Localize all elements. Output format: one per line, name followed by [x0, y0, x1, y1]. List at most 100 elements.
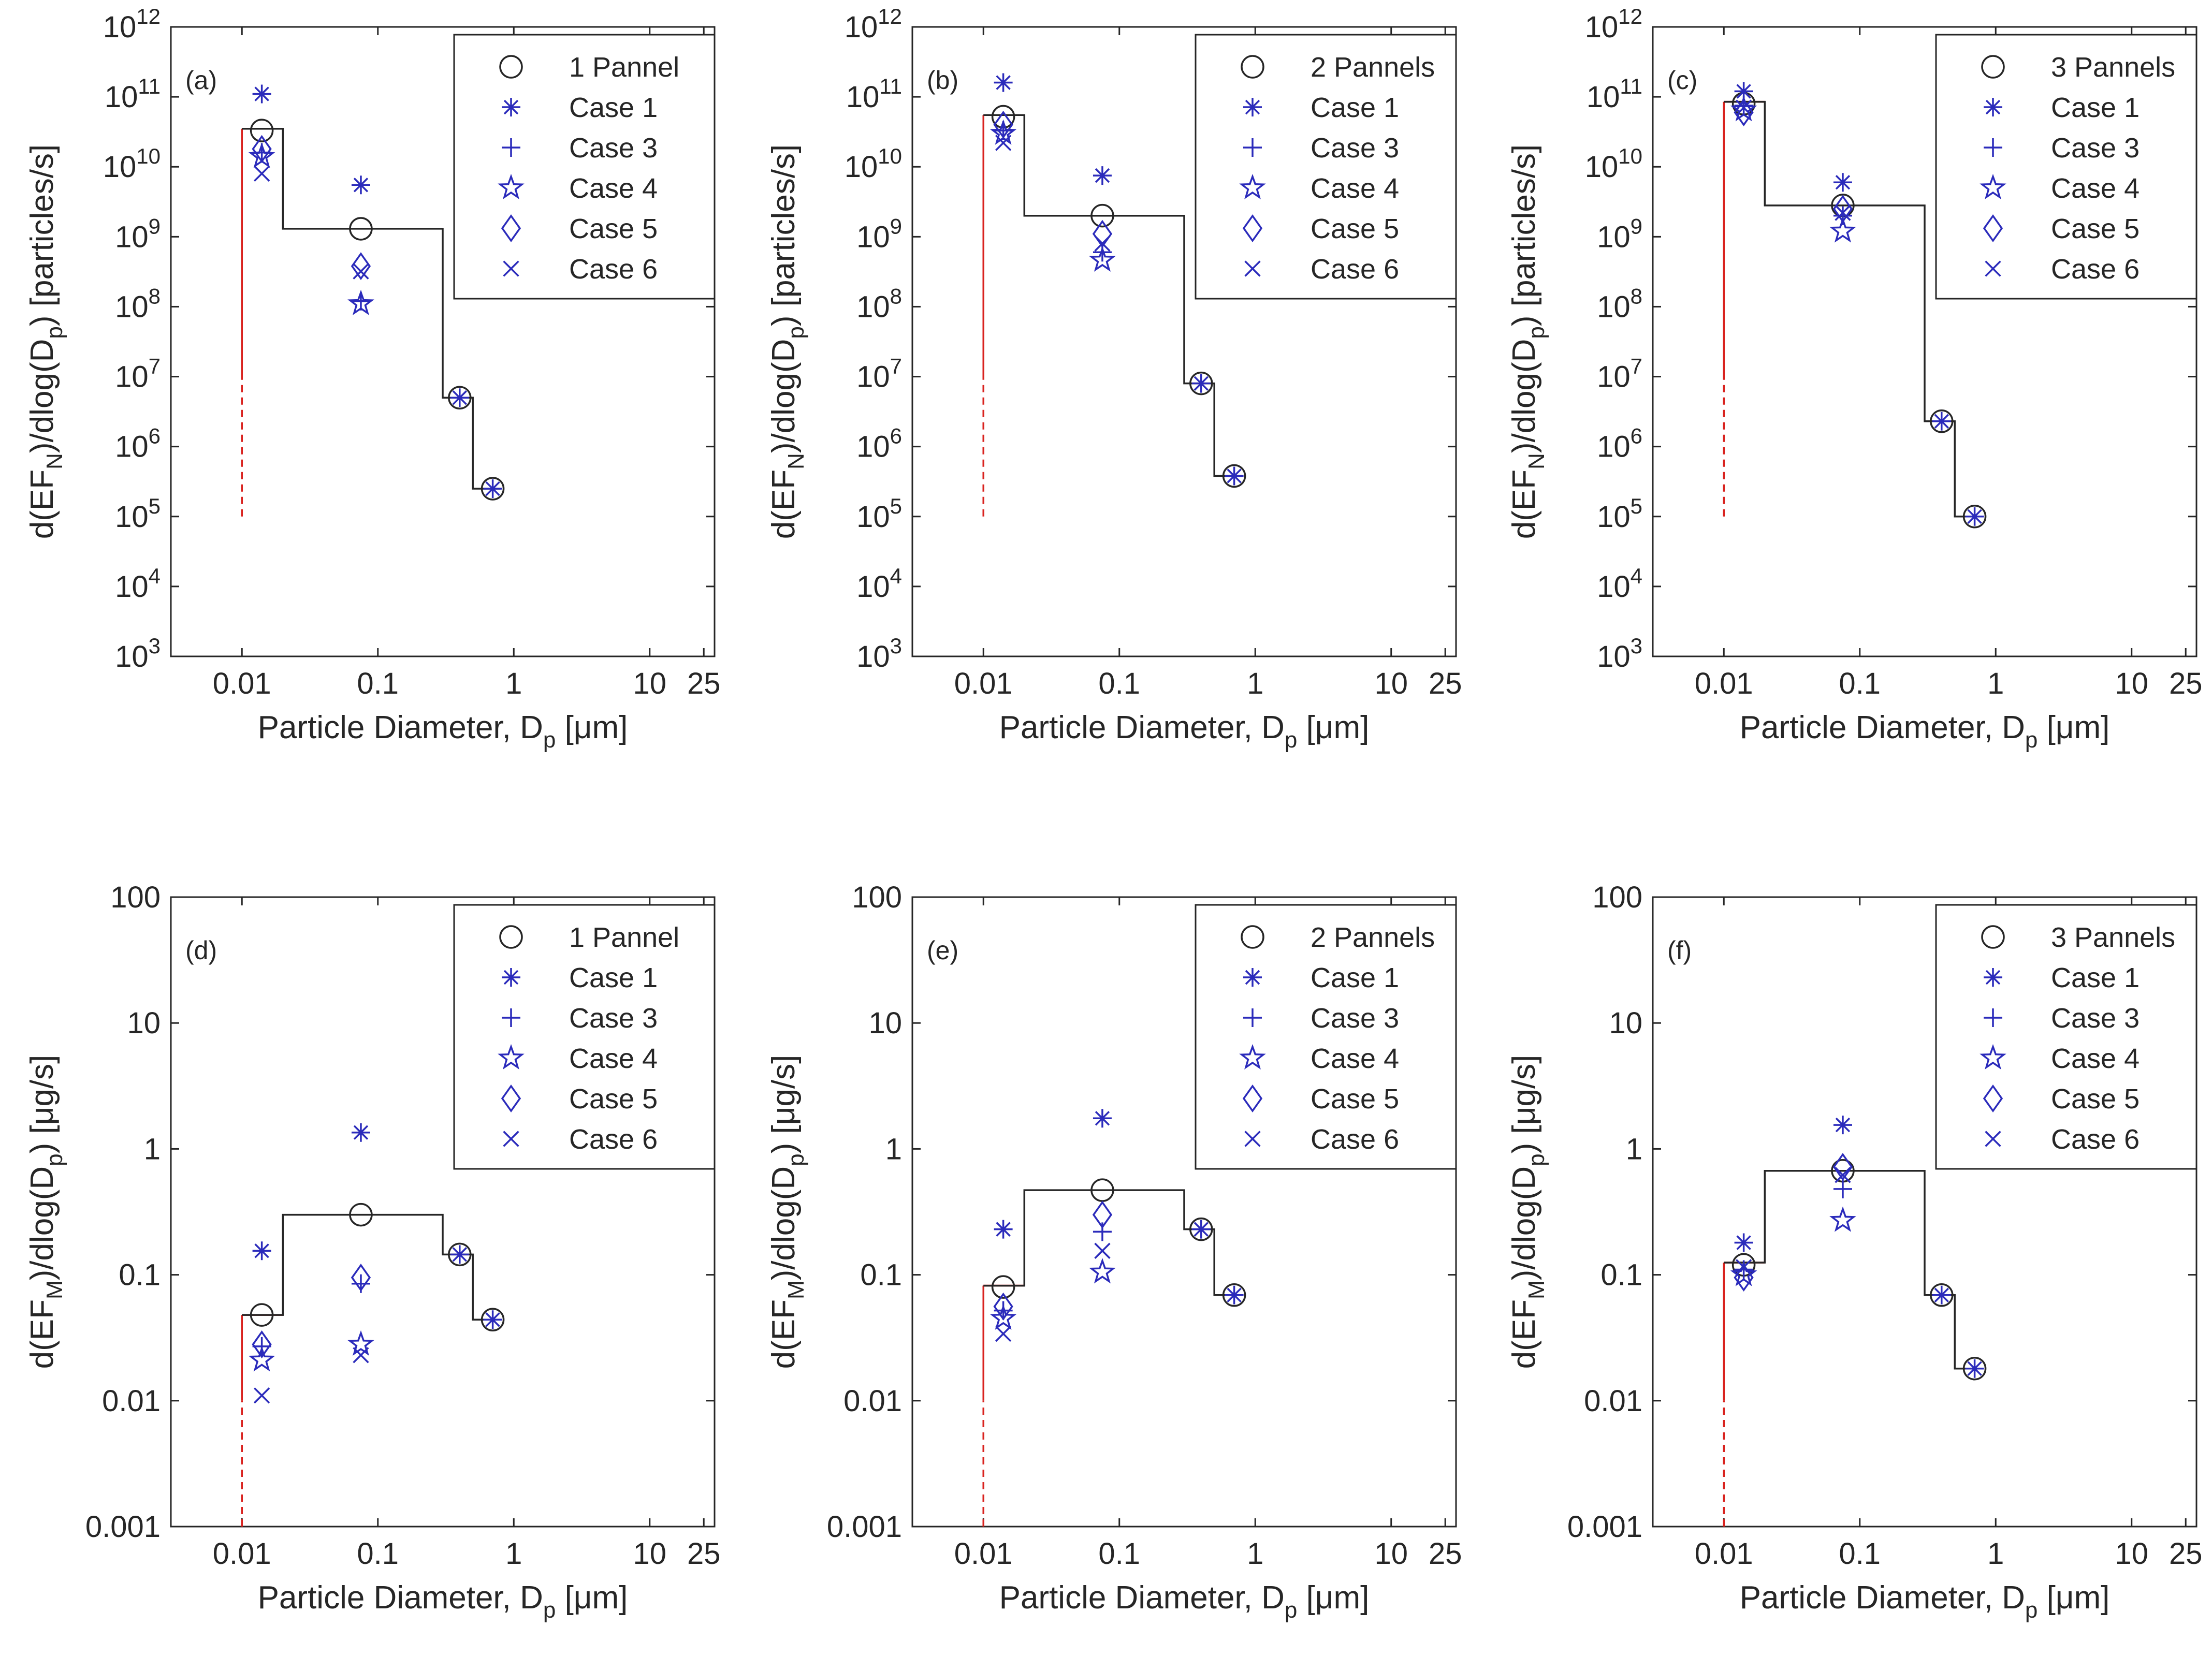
data-point	[248, 1346, 275, 1372]
data-point	[351, 1263, 371, 1292]
legend-label: Case 5	[1311, 213, 1399, 244]
series-case-6	[995, 1242, 1111, 1342]
data-point	[995, 135, 1012, 151]
y-tick-label: 1012	[103, 4, 161, 44]
legend-label: Case 3	[569, 133, 658, 164]
y-tick-label: 1010	[845, 144, 902, 184]
y-tick-label: 0.1	[119, 1258, 161, 1292]
x-tick-label: 0.01	[1695, 667, 1753, 700]
legend-label: Case 6	[569, 254, 658, 285]
legend-label: Case 1	[1311, 962, 1399, 993]
x-axis-label: Particle Diameter, Dp [μm]	[258, 1580, 628, 1623]
legend-label: Case 1	[2051, 962, 2140, 993]
data-point	[1833, 1179, 1852, 1198]
data-point	[1835, 204, 1851, 221]
y-tick-label: 108	[1597, 284, 1642, 324]
data-point	[1189, 371, 1213, 395]
data-point	[1225, 466, 1244, 486]
y-tick-label: 1010	[1585, 144, 1642, 184]
x-tick-label: 0.1	[1098, 1537, 1140, 1571]
y-tick-label: 1011	[1587, 74, 1642, 114]
legend-marker	[498, 173, 525, 199]
legend-marker	[1239, 173, 1266, 199]
y-tick-label: 1	[144, 1132, 161, 1166]
data-point	[994, 73, 1013, 92]
data-point	[1094, 1242, 1111, 1259]
y-tick-label: 106	[856, 424, 902, 464]
data-point	[1093, 1109, 1112, 1128]
y-tick-label: 0.001	[85, 1510, 161, 1544]
data-point	[1734, 82, 1753, 101]
data-point	[353, 263, 369, 280]
y-tick-label: 105	[1597, 494, 1642, 534]
data-point	[252, 1241, 271, 1261]
x-tick-label: 25	[1429, 1537, 1462, 1571]
legend-marker	[502, 138, 520, 157]
data-point	[1962, 1356, 1987, 1381]
y-tick-label: 100	[852, 881, 902, 914]
data-point	[1965, 1359, 1984, 1378]
x-axis-label: Particle Diameter, Dp [μm]	[999, 1580, 1370, 1623]
series-case-6	[995, 135, 1111, 252]
legend-label: Case 1	[569, 962, 658, 993]
data-point	[1932, 412, 1951, 431]
legend-marker	[498, 1044, 525, 1069]
data-point	[450, 1245, 469, 1264]
x-tick-label: 10	[633, 1537, 666, 1571]
legend-marker	[501, 214, 521, 243]
series-case-1	[994, 1109, 1244, 1305]
chart-panel-a: 0.01 0.1 1 10 25 103 104 105 106 107 108 109 1010 101…	[24, 4, 720, 753]
legend-box	[1195, 34, 1457, 300]
legend-marker	[1241, 925, 1264, 949]
y-tick-label: 1	[1626, 1132, 1642, 1166]
x-tick-label: 0.01	[954, 1537, 1013, 1571]
step-line	[983, 114, 1242, 477]
y-tick-label: 1012	[1585, 4, 1642, 44]
x-tick-label: 0.01	[1695, 1537, 1753, 1571]
legend-label: 1 Pannel	[569, 52, 679, 83]
x-tick-label: 0.1	[357, 1537, 399, 1571]
step-line	[1724, 100, 1983, 518]
step-line	[1724, 1169, 1983, 1370]
x-tick-label: 0.1	[1839, 1537, 1881, 1571]
data-point	[1932, 1285, 1951, 1305]
data-point	[1734, 98, 1754, 127]
legend-label: Case 6	[1311, 1124, 1399, 1155]
x-tick-label: 25	[687, 1537, 721, 1571]
chart-panel-e: 0.01 0.1 1 10 25 0.001 0.01 0.1 1 10 100 Particle D…	[766, 881, 1462, 1623]
data-point	[1191, 374, 1211, 393]
y-axis-label: d(EFM)/dlog(Dp) [μg/s]	[1506, 1055, 1549, 1369]
y-tick-label: 10	[127, 1006, 161, 1040]
x-axis-label: Particle Diameter, Dp [μm]	[1740, 710, 2110, 753]
y-tick-label: 104	[1597, 564, 1642, 604]
plot-frame	[170, 896, 716, 1528]
legend-label: Case 4	[1311, 173, 1399, 204]
legend: 3 Pannels Case 1 Case 3 Case 4 Case 5 Case 6	[1935, 904, 2198, 1170]
legend-label: Case 3	[1311, 1003, 1399, 1034]
y-axis-label: d(EFM)/dlog(Dp) [μg/s]	[24, 1055, 67, 1369]
legend-marker	[1243, 1008, 1262, 1027]
series-case-4	[989, 119, 1116, 272]
series-case-1	[252, 1123, 502, 1329]
legend-marker	[1981, 925, 2005, 949]
legend-label: 3 Pannels	[2051, 52, 2175, 83]
legend-marker	[1985, 260, 2001, 277]
data-point	[1829, 1206, 1856, 1232]
series-case-6	[1735, 1167, 1851, 1276]
x-tick-label: 1	[505, 667, 522, 700]
data-point	[448, 386, 472, 409]
legend: 3 Pannels Case 1 Case 3 Case 4 Case 5 Case 6	[1935, 34, 2198, 300]
data-point	[1093, 1222, 1112, 1241]
y-tick-label: 105	[115, 494, 161, 534]
data-point	[1734, 1233, 1753, 1252]
data-point	[1833, 173, 1852, 192]
data-point	[991, 1275, 1015, 1299]
legend-label: Case 5	[2051, 1083, 2140, 1115]
y-tick-label: 103	[1597, 634, 1642, 673]
y-tick-label: 100	[1592, 881, 1642, 914]
y-tick-label: 0.001	[827, 1510, 902, 1544]
legend-label: 1 Pannel	[569, 922, 679, 953]
y-tick-label: 1	[885, 1132, 902, 1166]
legend-label: Case 5	[569, 1083, 658, 1115]
legend-marker	[499, 925, 523, 949]
